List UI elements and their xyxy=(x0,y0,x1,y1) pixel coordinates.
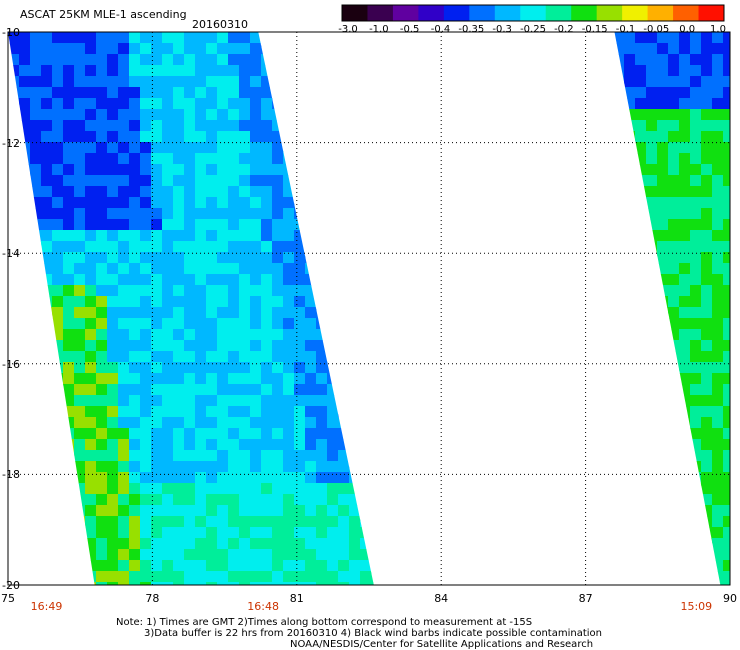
colorbar xyxy=(341,4,725,22)
colorbar-cell xyxy=(469,5,496,21)
colorbar-cell xyxy=(596,5,623,21)
colorbar-label: -0.05 xyxy=(643,24,670,35)
colorbar-label: -0.1 xyxy=(615,24,636,35)
longitude-tick-label: 84 xyxy=(434,592,449,605)
colorbar-cell xyxy=(673,5,700,21)
map-title: ASCAT 25KM MLE-1 ascending xyxy=(20,8,187,21)
colorbar-label: 0.0 xyxy=(679,24,696,35)
colorbar-label: -3.0 xyxy=(338,24,358,35)
colorbar-cell xyxy=(494,5,521,21)
colorbar-cell xyxy=(545,5,572,21)
colorbar-cell xyxy=(342,5,368,21)
colorbar-label: -1.0 xyxy=(369,24,389,35)
longitude-tick-label: 78 xyxy=(145,592,160,605)
colorbar-label: -0.25 xyxy=(520,24,546,35)
colorbar-cell xyxy=(367,5,394,21)
colorbar-cell xyxy=(698,5,725,21)
colorbar-cell xyxy=(443,5,470,21)
colorbar-cell xyxy=(571,5,598,21)
credit-line: NOAA/NESDIS/Center for Satellite Applica… xyxy=(290,639,594,650)
latitude-tick-label: -12 xyxy=(2,136,20,150)
colorbar-label: -0.35 xyxy=(458,24,485,35)
colorbar-cell xyxy=(647,5,674,21)
pass-time-label: 16:48 xyxy=(247,600,279,613)
longitude-tick-label: 81 xyxy=(289,592,304,605)
colorbar-cell xyxy=(520,5,547,21)
colorbar-label: 1.0 xyxy=(710,24,726,35)
longitude-tick-label: 87 xyxy=(578,592,593,605)
longitude-tick-label: 90 xyxy=(723,592,737,605)
colorbar-label: -0.2 xyxy=(554,24,574,35)
map-plot xyxy=(7,31,731,586)
latitude-tick-label: -16 xyxy=(2,357,20,371)
colorbar-cell xyxy=(418,5,445,21)
pass-time-label: 15:09 xyxy=(680,600,713,613)
colorbar-label: -0.4 xyxy=(430,24,451,35)
latitude-tick-label: -20 xyxy=(2,579,20,592)
colorbar-cell xyxy=(622,5,649,21)
latitude-tick-label: -14 xyxy=(2,247,20,261)
longitude-tick-label: 75 xyxy=(1,592,15,605)
pass-time-label: 16:49 xyxy=(30,600,63,613)
latitude-tick-label: -10 xyxy=(2,26,20,39)
colorbar-label: -0.3 xyxy=(492,24,512,35)
colorbar-cell xyxy=(392,5,419,21)
map-date: 20160310 xyxy=(192,18,248,31)
colorbar-label: -0.5 xyxy=(399,24,420,35)
colorbar-label: -0.15 xyxy=(581,24,608,35)
note-line-1: Note: 1) Times are GMT 2)Times along bot… xyxy=(116,617,533,628)
latitude-tick-label: -18 xyxy=(2,468,20,482)
note-line-2: 3)Data buffer is 22 hrs from 20160310 4)… xyxy=(144,628,602,639)
